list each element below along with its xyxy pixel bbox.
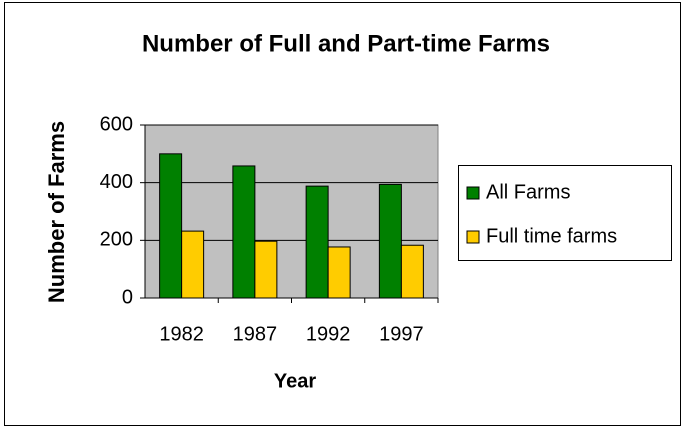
chart-title: Number of Full and Part-time Farms bbox=[142, 30, 550, 57]
legend-label: Full time farms bbox=[486, 225, 617, 247]
y-tick-label: 600 bbox=[100, 113, 133, 135]
x-tick-label: 1997 bbox=[379, 323, 424, 345]
y-tick-label: 0 bbox=[122, 286, 133, 308]
y-axis-label: Number of Farms bbox=[44, 121, 69, 303]
x-tick-label: 1982 bbox=[159, 323, 204, 345]
bar bbox=[378, 183, 402, 299]
x-axis-label: Year bbox=[274, 370, 316, 392]
bar bbox=[327, 246, 351, 299]
bar bbox=[159, 153, 183, 299]
legend-swatch bbox=[466, 186, 480, 200]
bar bbox=[400, 244, 424, 299]
x-tick-label: 1992 bbox=[306, 323, 351, 345]
x-tick-label: 1987 bbox=[233, 323, 278, 345]
bar bbox=[254, 240, 278, 299]
bar bbox=[232, 165, 256, 299]
legend-swatch bbox=[466, 230, 480, 244]
legend-label: All Farms bbox=[486, 181, 570, 203]
bar bbox=[305, 185, 329, 299]
legend bbox=[458, 165, 672, 261]
bar bbox=[181, 230, 205, 299]
y-tick-label: 400 bbox=[100, 171, 133, 193]
y-tick-label: 200 bbox=[100, 229, 133, 251]
